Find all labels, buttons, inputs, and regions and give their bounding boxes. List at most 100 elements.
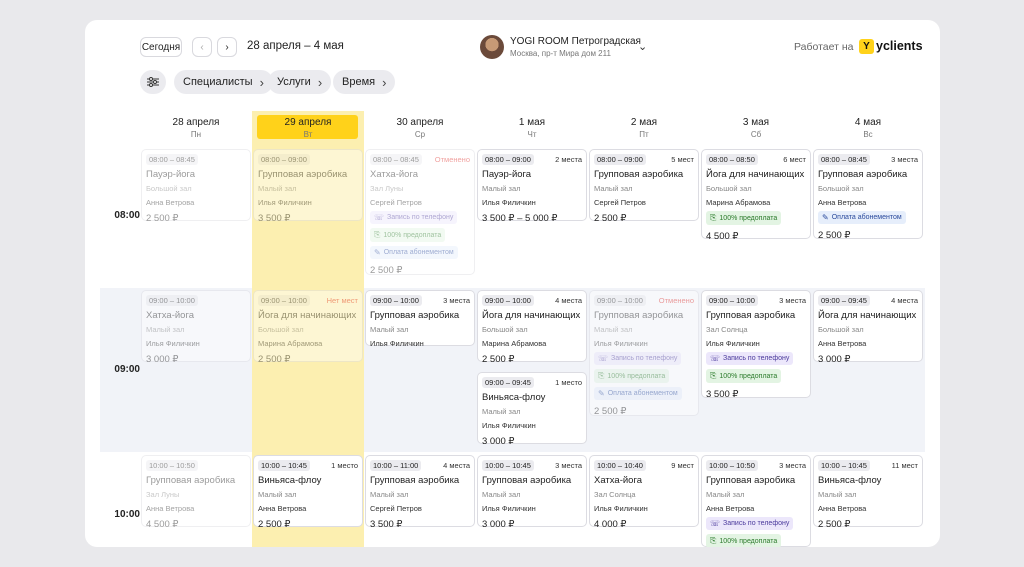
event-tag-label: Оплата абонементом bbox=[383, 249, 454, 256]
filter-services[interactable]: Услуги › bbox=[268, 70, 332, 94]
event-card[interactable]: 10:00 – 10:50 3 места Групповая аэробика Ма… bbox=[701, 455, 811, 547]
day-header-weekday: Вт bbox=[303, 130, 313, 139]
event-tag-phone: ☏ Запись по телефону bbox=[594, 352, 682, 365]
event-card[interactable]: 10:00 – 10:50 Групповая аэробика Зал Луны А… bbox=[141, 455, 251, 530]
event-card[interactable]: 08:00 – 08:45 Отменено Хатха-йога Зал Луны С… bbox=[365, 149, 475, 276]
event-price: 2 500 ₽ bbox=[146, 213, 179, 224]
day-header-date: 29 апреля bbox=[284, 117, 332, 128]
event-tag-label: Оплата абонементом bbox=[831, 214, 902, 221]
day-header-weekday: Пн bbox=[190, 130, 202, 139]
prev-week-button[interactable]: ‹ bbox=[192, 37, 212, 57]
event-room: Большой зал bbox=[258, 325, 304, 334]
event-tag-phone: ☏ Запись по телефону bbox=[706, 517, 794, 530]
studio-address: Москва, пр-т Мира дом 211 bbox=[510, 49, 611, 58]
event-tag-prepay: ⎘ 100% предоплата bbox=[594, 369, 670, 383]
event-card[interactable]: 08:00 – 08:45 3 места Групповая аэробика Бо… bbox=[813, 149, 923, 241]
event-price: 2 500 ₽ bbox=[370, 265, 403, 276]
event-card[interactable]: 09:00 – 10:00 3 места Групповая аэробика Ма… bbox=[365, 290, 475, 348]
event-card[interactable]: 09:00 – 09:45 4 места Йога для начинающих Б… bbox=[813, 290, 923, 365]
event-room: Малый зал bbox=[146, 325, 185, 334]
event-card[interactable]: 09:00 – 10:00 4 места Йога для начинающих Б… bbox=[477, 290, 587, 365]
phone-icon: ☏ bbox=[598, 354, 609, 363]
event-room: Малый зал bbox=[258, 490, 297, 499]
event-title: Йога для начинающих bbox=[482, 310, 581, 321]
chevron-down-icon[interactable]: ⌄ bbox=[638, 41, 648, 53]
chevron-right-icon: › bbox=[225, 41, 229, 53]
event-status: 1 место bbox=[331, 461, 358, 470]
event-card[interactable]: 08:00 – 08:50 6 мест Йога для начинающих Бо… bbox=[701, 149, 811, 242]
event-price: 2 500 ₽ bbox=[818, 519, 851, 530]
event-room: Малый зал bbox=[370, 490, 409, 499]
event-status: 3 места bbox=[779, 461, 806, 470]
event-card[interactable]: 08:00 – 09:00 2 места Пауэр-йога Малый зал И… bbox=[477, 149, 587, 224]
time-label-09: 09:00 bbox=[114, 364, 140, 375]
event-trainer: Илья Филичкин bbox=[370, 339, 424, 348]
event-title: Пауэр-йога bbox=[146, 169, 196, 180]
event-price: 4 500 ₽ bbox=[706, 231, 739, 242]
event-title: Групповая аэробика bbox=[370, 475, 460, 486]
event-card[interactable]: 09:00 – 09:45 1 место Виньяса-флоу Малый за… bbox=[477, 372, 587, 447]
event-status: 5 мест bbox=[671, 155, 694, 164]
event-price: 2 500 ₽ bbox=[594, 406, 627, 417]
event-room: Зал Солнца bbox=[594, 490, 636, 499]
day-header-weekday: Вс bbox=[863, 130, 873, 139]
event-card[interactable]: 10:00 – 10:45 11 мест Виньяса-флоу Малый за… bbox=[813, 455, 923, 530]
yclients-logo-icon: Y bbox=[859, 39, 874, 54]
event-time: 08:00 – 09:00 bbox=[594, 154, 646, 165]
event-card[interactable]: 09:00 – 10:00 Хатха-йога Малый зал Илья Фил… bbox=[141, 290, 251, 365]
event-time: 10:00 – 10:45 bbox=[258, 460, 310, 471]
event-card[interactable]: 09:00 – 10:00 3 места Групповая аэробика За… bbox=[701, 290, 811, 400]
event-price: 4 000 ₽ bbox=[594, 519, 627, 530]
event-card[interactable]: 10:00 – 10:40 9 мест Хатха-йога Зал Солнца И… bbox=[589, 455, 699, 530]
event-card[interactable]: 10:00 – 11:00 4 места Групповая аэробика Ма… bbox=[365, 455, 475, 530]
day-header-weekday: Чт bbox=[527, 130, 537, 139]
event-room: Малый зал bbox=[818, 490, 857, 499]
event-status: 4 места bbox=[555, 296, 582, 305]
yclients-logo-text[interactable]: yclients bbox=[876, 39, 923, 53]
event-status: Отменено bbox=[658, 296, 694, 305]
filter-specialists[interactable]: Специалисты › bbox=[174, 70, 273, 94]
event-time: 09:00 – 09:45 bbox=[482, 377, 534, 388]
day-header-weekday: Пт bbox=[639, 130, 649, 139]
studio-avatar[interactable] bbox=[480, 35, 504, 59]
event-tag-prepay: ⎘ 100% предоплата bbox=[706, 369, 782, 383]
event-card[interactable]: 08:00 – 09:00 Групповая аэробика Малый зал… bbox=[253, 149, 363, 224]
event-card[interactable]: 10:00 – 10:45 3 места Групповая аэробика Ма… bbox=[477, 455, 587, 530]
event-card[interactable]: 09:00 – 10:00 Отменено Групповая аэробика М… bbox=[589, 290, 699, 417]
event-status: 1 место bbox=[555, 378, 582, 387]
event-title: Хатха-йога bbox=[370, 169, 418, 180]
event-status: 4 места bbox=[891, 296, 918, 305]
day-header-date: 4 мая bbox=[854, 117, 882, 128]
next-week-button[interactable]: › bbox=[217, 37, 237, 57]
event-card[interactable]: 09:00 – 10:00 Нет мест Йога для начинающих… bbox=[253, 290, 363, 365]
event-status: Отменено bbox=[434, 155, 470, 164]
event-time: 08:00 – 09:00 bbox=[482, 154, 534, 165]
event-status: 9 мест bbox=[671, 461, 694, 470]
event-tag-label: Запись по телефону bbox=[387, 214, 454, 221]
event-tag-label: 100% предоплата bbox=[719, 537, 778, 545]
event-card[interactable]: 10:00 – 10:45 1 место Виньяса-флоу Малый за… bbox=[253, 455, 363, 530]
studio-name[interactable]: YOGI ROOM Петроградская bbox=[510, 36, 641, 47]
event-room: Большой зал bbox=[482, 325, 528, 334]
time-label-10: 10:00 bbox=[114, 509, 140, 520]
event-price: 3 000 ₽ bbox=[146, 354, 179, 365]
event-tag-label: Запись по телефону bbox=[723, 520, 790, 527]
event-room: Большой зал bbox=[818, 325, 864, 334]
ticket-icon: ✎ bbox=[822, 213, 829, 222]
filter-time[interactable]: Время › bbox=[333, 70, 396, 94]
event-time: 08:00 – 08:45 bbox=[146, 154, 198, 165]
event-title: Групповая аэробика bbox=[594, 310, 684, 321]
event-card[interactable]: 08:00 – 08:45 Пауэр-йога Большой зал Анна В… bbox=[141, 149, 251, 224]
event-card[interactable]: 08:00 – 09:00 5 мест Групповая аэробика Мал… bbox=[589, 149, 699, 224]
event-room: Большой зал bbox=[818, 184, 864, 193]
event-time: 09:00 – 09:45 bbox=[818, 295, 870, 306]
filter-settings-button[interactable] bbox=[140, 70, 166, 94]
chevron-left-icon: ‹ bbox=[200, 41, 204, 53]
event-title: Групповая аэробика bbox=[370, 310, 460, 321]
event-tag-prepay: ⎘ 100% предоплата bbox=[370, 228, 446, 242]
today-button[interactable]: Сегодня bbox=[140, 37, 182, 57]
event-time: 09:00 – 10:00 bbox=[594, 295, 646, 306]
chevron-right-icon: › bbox=[259, 74, 264, 90]
phone-icon: ☏ bbox=[374, 213, 385, 222]
event-room: Малый зал bbox=[482, 490, 521, 499]
